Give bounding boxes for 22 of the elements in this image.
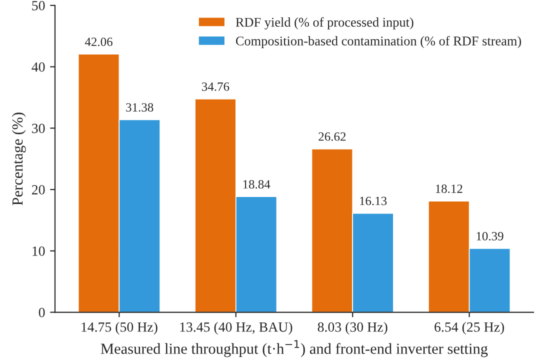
x-tick-label: 8.03 (30 Hz) — [318, 322, 388, 335]
y-tick-label: 30 — [32, 124, 45, 134]
x-tick-label: 6.54 (25 Hz) — [434, 322, 504, 335]
data-label: 34.76 — [202, 82, 230, 91]
data-label: 42.06 — [84, 38, 112, 46]
x-axis-title: Measured line throughput (t·h$^{−1}$) and front-end inverter setting — [100, 340, 488, 358]
data-label: 18.84 — [243, 180, 270, 189]
y-tick-label: 10 — [32, 246, 45, 256]
data-label: 10.39 — [476, 232, 504, 240]
x-tick-label: 13.45 (40 Hz, BAU) — [180, 322, 292, 335]
data-label: 26.62 — [318, 132, 346, 141]
x-tick-label: 14.75 (50 Hz) — [82, 322, 158, 335]
y-tick-label: 40 — [32, 62, 45, 72]
legend-label: RDF yield (% of processed input) — [236, 17, 414, 30]
y-tick-label: 0 — [38, 308, 45, 318]
data-label: 31.38 — [126, 103, 154, 112]
data-label: 16.13 — [360, 196, 387, 206]
legend-label: Composition-based contamination (% of RDF stream) — [236, 36, 522, 48]
y-tick-label: 20 — [32, 185, 45, 194]
y-axis-title: Percentage (%) — [12, 112, 26, 206]
data-label: 18.12 — [436, 184, 462, 194]
y-tick-label: 50 — [32, 1, 45, 10]
